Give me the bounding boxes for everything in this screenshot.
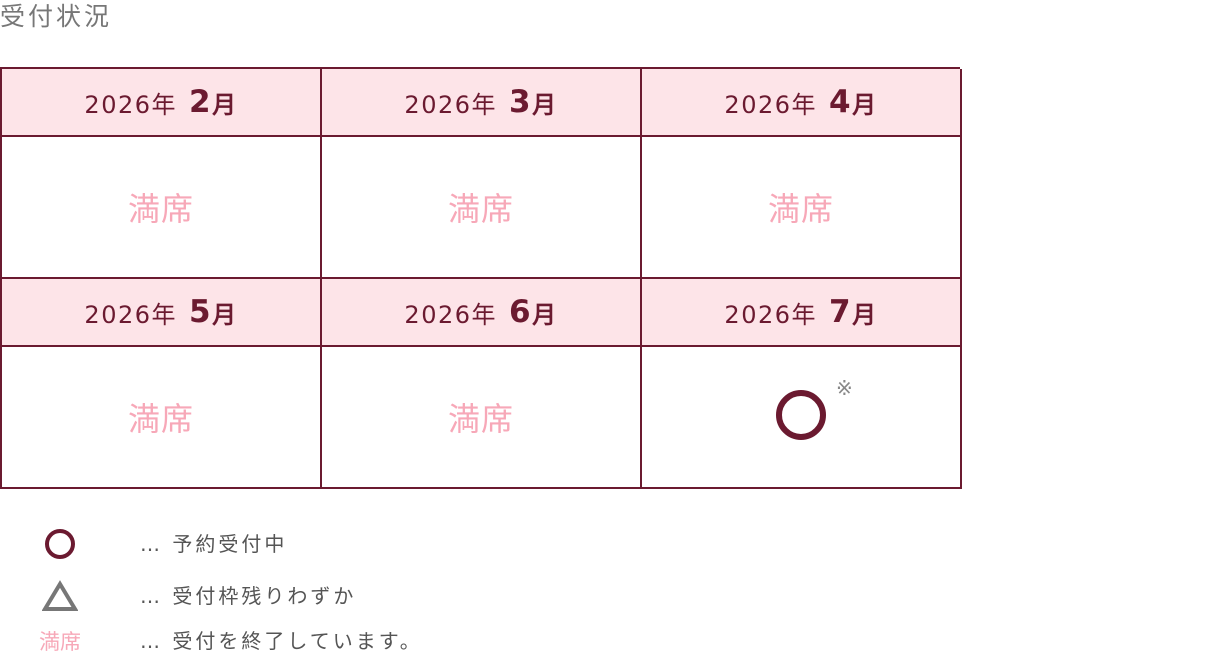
month-unit: 月 — [212, 90, 238, 119]
month-header: 2026年 2 月 — [2, 69, 322, 137]
year-label: 2026年 — [724, 300, 817, 329]
legend-item: … 予約受付中 — [0, 524, 600, 564]
status-full: 満席 — [127, 190, 194, 228]
month-header: 2026年 4 月 — [642, 69, 962, 137]
month-unit: 月 — [212, 300, 238, 329]
status-cell: 満席 — [322, 347, 642, 489]
full-symbol: 満席 — [39, 630, 81, 654]
status-cell: 満席 — [642, 137, 962, 279]
triangle-icon — [42, 580, 78, 611]
legend-text: … 受付を終了しています。 — [140, 629, 423, 653]
legend-text: … 予約受付中 — [140, 532, 288, 556]
status-cell: 満席 — [322, 137, 642, 279]
year-label: 2026年 — [724, 90, 817, 119]
month-unit: 月 — [852, 300, 878, 329]
circle-icon — [776, 390, 826, 440]
page-title: 受付状況 — [0, 2, 113, 31]
month-unit: 月 — [852, 90, 878, 119]
month-unit: 月 — [532, 90, 558, 119]
legend-item: 満席 … 受付を終了しています。 — [0, 621, 600, 661]
month-header: 2026年 3 月 — [322, 69, 642, 137]
circle-icon — [45, 529, 75, 559]
legend-item: … 受付枠残りわずか — [0, 576, 600, 616]
status-full: 満席 — [767, 190, 834, 228]
status-full: 満席 — [447, 190, 514, 228]
status-cell: 満席 — [2, 347, 322, 489]
month-number: 3 — [509, 84, 533, 120]
month-number: 5 — [189, 294, 213, 330]
month-header: 2026年 7 月 — [642, 279, 962, 347]
month-number: 7 — [829, 294, 853, 330]
year-label: 2026年 — [404, 90, 497, 119]
status-full: 満席 — [127, 400, 194, 438]
note-mark: ※ — [836, 376, 853, 400]
availability-table: 2026年 2 月 2026年 3 月 2026年 4 月 満席 満席 満席 2026年 5 月… — [0, 67, 962, 489]
status-full: 満席 — [447, 400, 514, 438]
status-cell: ※ — [642, 347, 962, 489]
month-header: 2026年 6 月 — [322, 279, 642, 347]
month-header: 2026年 5 月 — [2, 279, 322, 347]
year-label: 2026年 — [84, 300, 177, 329]
status-cell: 満席 — [2, 137, 322, 279]
month-number: 4 — [829, 84, 853, 120]
year-label: 2026年 — [404, 300, 497, 329]
month-number: 2 — [189, 84, 213, 120]
year-label: 2026年 — [84, 90, 177, 119]
month-unit: 月 — [532, 300, 558, 329]
legend-text: … 受付枠残りわずか — [140, 584, 357, 608]
month-number: 6 — [509, 294, 533, 330]
